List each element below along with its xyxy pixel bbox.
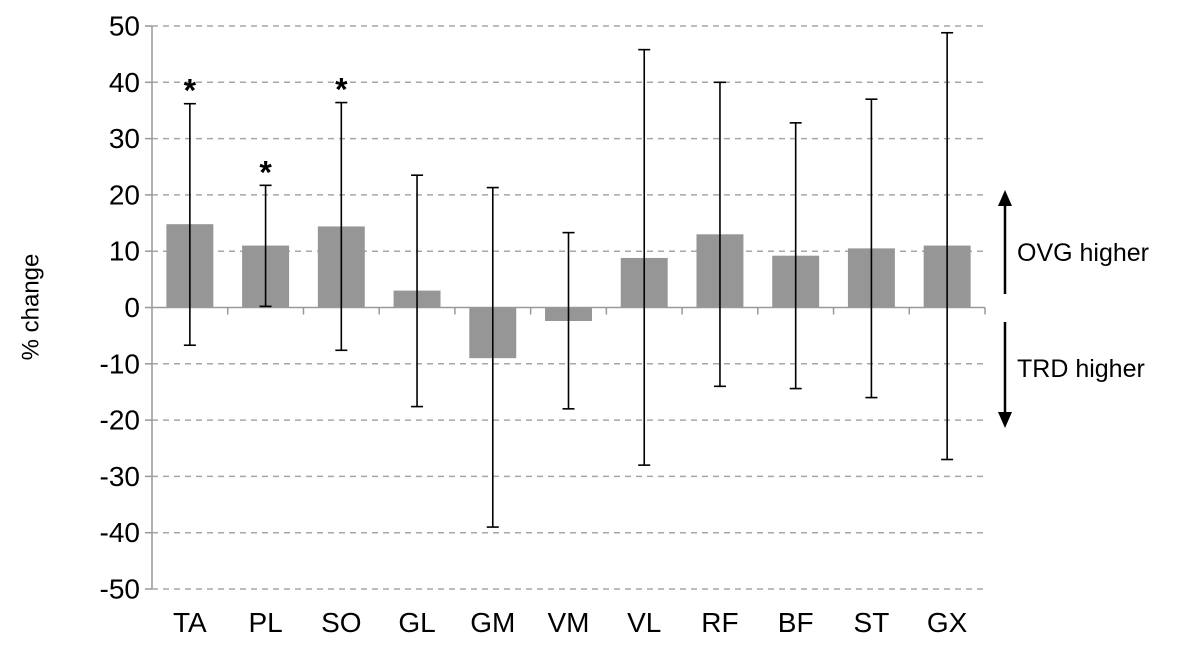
category-label: ST	[854, 607, 890, 638]
significance-marks: * * *	[184, 72, 348, 191]
significance-asterisk: *	[335, 72, 348, 108]
y-tick-label: -10	[100, 348, 140, 379]
error-bar-st	[865, 98, 878, 399]
ovg-higher-label: OVG higher	[1017, 239, 1149, 267]
category-label: GM	[470, 607, 515, 638]
y-tick-label: 50	[109, 11, 140, 42]
y-tick-label: 20	[109, 179, 140, 210]
y-tick-label: -50	[100, 574, 140, 605]
up-arrow-icon	[998, 190, 1012, 206]
error-bar-gm	[486, 186, 499, 528]
y-tick-label: 10	[109, 236, 140, 267]
down-arrow-icon	[998, 412, 1012, 428]
direction-annotation: OVG higher TRD higher	[998, 190, 1149, 428]
error-bar-so	[335, 101, 348, 352]
y-axis-title: % change	[17, 254, 44, 361]
error-bar-pl	[259, 184, 272, 308]
category-label: VL	[627, 607, 661, 638]
category-label: TA	[173, 607, 207, 638]
y-tick-label: 30	[109, 123, 140, 154]
y-tick-label: -40	[100, 517, 140, 548]
y-tick-label: 0	[124, 292, 140, 323]
category-label: GX	[927, 607, 968, 638]
category-labels: TA PL SO GL GM VM VL RF BF ST GX	[173, 307, 986, 638]
error-bar-rf	[713, 81, 726, 388]
error-bar-vl	[638, 48, 651, 466]
significance-asterisk: *	[184, 73, 197, 109]
error-bar-bf	[789, 122, 802, 390]
y-tick-label: -20	[100, 405, 140, 436]
y-tick-label: -30	[100, 461, 140, 492]
y-ticks: -50 -40 -30 -20 -10 0 10 20 30 40 50	[100, 11, 152, 605]
gridlines	[152, 25, 985, 590]
y-tick-label: 40	[109, 67, 140, 98]
error-bars	[183, 31, 954, 528]
significance-asterisk: *	[259, 154, 272, 190]
error-bar-gx	[941, 31, 954, 461]
trd-higher-label: TRD higher	[1017, 355, 1145, 383]
error-bar-gl	[411, 174, 424, 408]
category-label: RF	[701, 607, 738, 638]
category-label: BF	[778, 607, 814, 638]
category-label: SO	[321, 607, 361, 638]
category-label: PL	[248, 607, 282, 638]
error-bar-ta	[183, 102, 196, 347]
category-label: GL	[398, 607, 435, 638]
error-bar-vm	[562, 231, 575, 410]
category-label: VM	[548, 607, 590, 638]
